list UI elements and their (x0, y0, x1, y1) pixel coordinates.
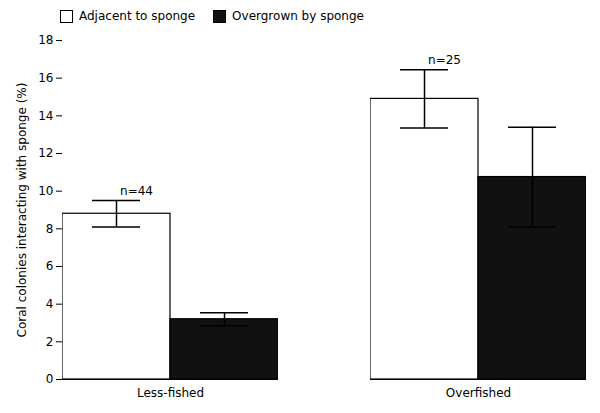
html-text:Overgrown by sponge: Overgrown by sponge (232, 9, 364, 23)
svg-text:12: 12 (38, 146, 53, 160)
svg-text:10: 10 (38, 184, 53, 198)
svg-text:0: 0 (46, 372, 54, 386)
svg-text:n=44: n=44 (120, 184, 153, 198)
svg-text:8: 8 (46, 222, 54, 236)
svg-text:18: 18 (38, 33, 53, 47)
svg-text:14: 14 (38, 109, 53, 123)
svg-text:Overfished: Overfished (446, 386, 511, 400)
svg-text:16: 16 (38, 71, 53, 85)
svg-text:2: 2 (46, 335, 54, 349)
svg-text:4: 4 (46, 297, 54, 311)
svg-text:Coral colonies interacting wit: Coral colonies interacting with sponge (… (15, 83, 29, 338)
svg-text:n=25: n=25 (428, 53, 461, 67)
html-text:Adjacent to sponge: Adjacent to sponge (79, 9, 196, 23)
svg-text:Less-fished: Less-fished (137, 386, 204, 400)
svg-text:6: 6 (46, 259, 54, 273)
